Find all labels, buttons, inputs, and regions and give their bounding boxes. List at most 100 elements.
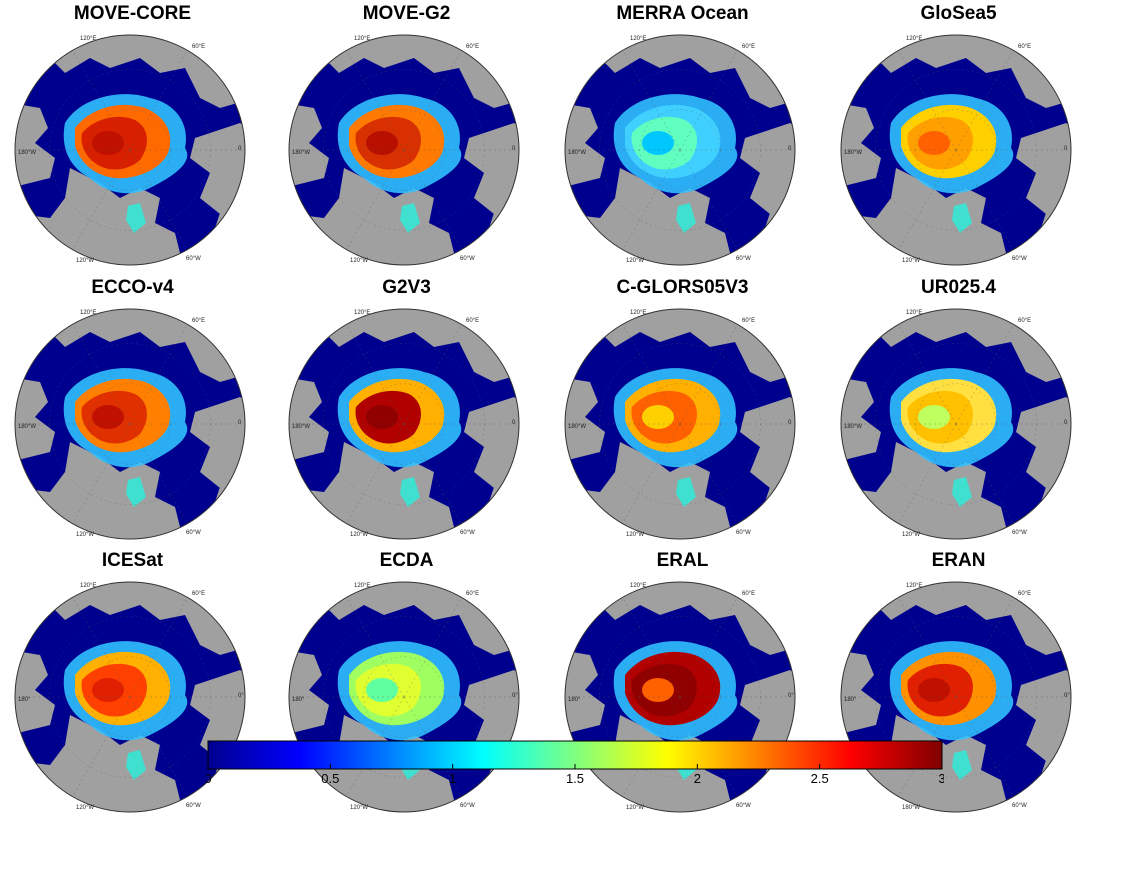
meridian-line (898, 423, 957, 524)
hudson-bay-ice (126, 477, 146, 507)
latitude-circle (875, 69, 1037, 231)
land-mass (289, 650, 329, 735)
longitude-label: 0 (512, 146, 516, 152)
panel-title: GloSea5 (920, 3, 997, 24)
latitude-circle (875, 343, 1037, 505)
latitude-circle (639, 656, 721, 738)
meridian-line (898, 149, 957, 250)
sea-ice-thickest (366, 131, 398, 155)
hudson-bay-ice (400, 203, 420, 233)
longitude-label: 60°W (736, 530, 751, 536)
latitude-circle (875, 616, 1037, 778)
longitude-label: 180° (18, 697, 31, 703)
longitude-label: 60°W (1012, 256, 1027, 262)
colorbar-tick-label: 1.5 (566, 771, 584, 786)
hudson-bay-ice (676, 203, 696, 233)
meridian-line (72, 696, 131, 797)
longitude-label: 0° (238, 693, 244, 699)
panel-title: UR025.4 (921, 277, 996, 298)
meridian-line (129, 324, 188, 425)
longitude-label: 180°W (902, 805, 920, 811)
sea-ice-thickest (366, 405, 398, 429)
longitude-label: 60°E (466, 591, 479, 597)
map-panel: MOVE-G2 120°E 60°E 180°W 0 120°W 60°W (284, 2, 529, 282)
meridian-line (129, 149, 188, 250)
map-panel: MOVE-CORE 120°E 60°E 180°W 0 120°W 60°W (10, 2, 255, 282)
map-border (14, 581, 246, 813)
meridian-line (403, 324, 462, 425)
meridian-line (72, 149, 131, 250)
longitude-label: 60°E (1018, 318, 1031, 324)
longitude-label: 120°E (80, 36, 96, 42)
map-panel: ERAN 120°E 60°E 180° 0° 180°W 60°W (836, 549, 1081, 829)
longitude-label: 60°W (186, 803, 201, 809)
map-panel: MERRA Ocean 120°E 60°E 180°W 0 120°W 60°W (560, 2, 805, 282)
land-mass (565, 377, 605, 462)
colorbar-tick-label: 3 (938, 771, 944, 786)
longitude-label: 60°W (736, 256, 751, 262)
meridian-line (898, 696, 957, 797)
meridian-line (346, 696, 405, 797)
longitude-label: 180° (568, 697, 581, 703)
meridian-line (346, 50, 405, 151)
longitude-label: 120°W (76, 258, 94, 264)
latitude-circle (599, 69, 761, 231)
longitude-label: 60°W (186, 256, 201, 262)
sea-ice-thickest (92, 678, 124, 702)
longitude-label: 60°W (736, 803, 751, 809)
map-border (14, 34, 246, 266)
longitude-label: 0 (512, 420, 516, 426)
map-panel: UR025.4 120°E 60°E 180°W 0 120°W 60°W (836, 276, 1081, 556)
longitude-label: 120°E (630, 36, 646, 42)
meridian-line (679, 696, 738, 797)
latitude-circle (915, 656, 997, 738)
longitude-label: 180°W (568, 424, 586, 430)
longitude-label: 60°E (1018, 591, 1031, 597)
longitude-label: 120°E (354, 310, 370, 316)
polar-map: 120°E 60°E 180°W 0 120°W 60°W (288, 308, 520, 540)
meridian-line (679, 50, 738, 151)
meridian-line (72, 324, 131, 425)
panel-title: C-GLORS05V3 (616, 277, 749, 298)
hudson-bay-ice (952, 750, 972, 780)
longitude-label: 60°W (460, 256, 475, 262)
longitude-label: 60°W (1012, 803, 1027, 809)
latitude-circle (89, 383, 171, 465)
longitude-label: 180°W (844, 150, 862, 156)
meridian-line (403, 696, 462, 797)
longitude-label: 180°W (292, 424, 310, 430)
meridian-line (622, 149, 681, 250)
longitude-label: 180°W (18, 150, 36, 156)
panel-title: ERAL (656, 550, 709, 571)
meridian-line (955, 149, 1014, 250)
land-mass (15, 650, 55, 735)
latitude-circle (363, 383, 445, 465)
meridian-line (679, 597, 738, 698)
meridian-line (955, 423, 1014, 524)
polar-map: 120°E 60°E 180° 0° 180°W 60°W (840, 581, 1072, 813)
map-border (564, 308, 796, 540)
panel-title: MOVE-CORE (73, 3, 192, 24)
longitude-label: 120°W (350, 532, 368, 538)
map-panel: ERAL 120°E 60°E 180° 0° 120°W 60°W (560, 549, 805, 829)
longitude-label: 0 (788, 420, 792, 426)
longitude-label: 120°W (626, 258, 644, 264)
map-border (288, 34, 520, 266)
land-mass (565, 103, 605, 188)
sea-ice-thickest (642, 405, 674, 429)
longitude-label: 120°E (354, 583, 370, 589)
meridian-line (898, 324, 957, 425)
longitude-label: 120°W (626, 532, 644, 538)
latitude-circle (639, 383, 721, 465)
panel-title: MOVE-G2 (362, 3, 451, 24)
meridian-line (72, 50, 131, 151)
latitude-circle (89, 656, 171, 738)
land-mass (841, 650, 881, 735)
polar-map: 120°E 60°E 180°W 0 120°W 60°W (14, 308, 246, 540)
meridian-line (403, 423, 462, 524)
meridian-line (898, 597, 957, 698)
latitude-circle (363, 109, 445, 191)
meridian-line (679, 324, 738, 425)
polar-map: 120°E 60°E 180°W 0 120°W 60°W (564, 34, 796, 266)
sea-ice-thickest (92, 131, 124, 155)
